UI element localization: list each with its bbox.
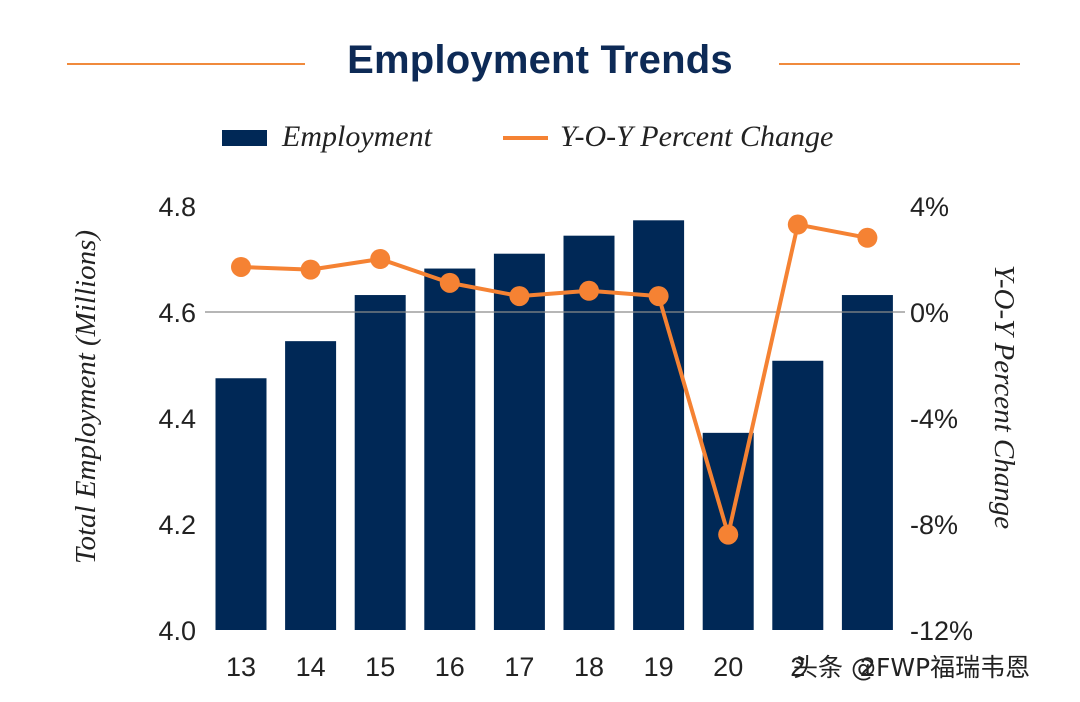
left-tick-label: 4.4 [158, 404, 196, 434]
yoy-point-17 [509, 286, 530, 307]
right-tick-label: -12% [910, 616, 973, 646]
legend: Employment Y-O-Y Percent Change [222, 120, 833, 153]
legend-swatch-employment [222, 130, 267, 146]
x-tick-label: 15 [365, 652, 395, 682]
bar-14 [285, 341, 337, 630]
yoy-point-13 [231, 256, 251, 277]
left-tick-label: 4.2 [158, 510, 196, 540]
right-tick-label: 4% [910, 192, 949, 222]
yoy-point-16 [439, 272, 460, 293]
yoy-point-18 [579, 280, 599, 301]
bar-series [215, 220, 893, 630]
bar-21 [772, 360, 824, 630]
title-rule-right [779, 63, 1020, 65]
yoy-point-15 [370, 249, 391, 269]
chart-title: Employment Trends [347, 38, 733, 82]
x-tick-label: 17 [504, 652, 534, 682]
legend-label-yoy: Y-O-Y Percent Change [560, 120, 833, 153]
right-axis-title: Y-O-Y Percent Change [988, 265, 1020, 529]
bar-16 [424, 268, 476, 630]
x-tick-label: 14 [296, 652, 326, 682]
watermark: 头条 @FWP福瑞韦恩 [793, 653, 1031, 682]
right-tick-label: -4% [910, 404, 958, 434]
bar-19 [633, 220, 685, 630]
x-tick-label: 13 [226, 652, 256, 682]
x-tick-label: 2 [860, 652, 875, 682]
yoy-point-19 [648, 286, 669, 307]
bar-22 [841, 295, 893, 630]
x-tick-label: 19 [644, 652, 674, 682]
x-tick-label: 16 [435, 652, 465, 682]
axes: 4.0 4.2 4.4 4.6 4.8 -12% -8% -4% 0% 4% 13 14 15 16 17 1… [70, 192, 1020, 682]
yoy-point-21 [787, 214, 808, 235]
bar-15 [354, 295, 406, 630]
left-tick-label: 4.8 [158, 192, 196, 222]
legend-label-employment: Employment [281, 120, 433, 153]
title-rule-left [67, 63, 305, 65]
line-series [231, 214, 878, 545]
left-tick-label: 4.6 [158, 298, 196, 328]
x-tick-label: 2 [790, 652, 805, 682]
yoy-line [240, 222, 868, 537]
left-axis-title: Total Employment (Millions) [70, 230, 102, 564]
left-tick-label: 4.0 [158, 616, 196, 646]
right-tick-label: 0% [910, 298, 949, 328]
yoy-point-14 [300, 259, 321, 280]
bar-17 [493, 253, 545, 630]
x-tick-label: 20 [713, 652, 743, 682]
bar-18 [563, 235, 615, 630]
yoy-point-22 [857, 227, 878, 248]
x-tick-label: 18 [574, 652, 604, 682]
right-tick-label: -8% [910, 510, 958, 540]
bar-13 [215, 378, 267, 630]
yoy-point-20 [718, 524, 739, 545]
